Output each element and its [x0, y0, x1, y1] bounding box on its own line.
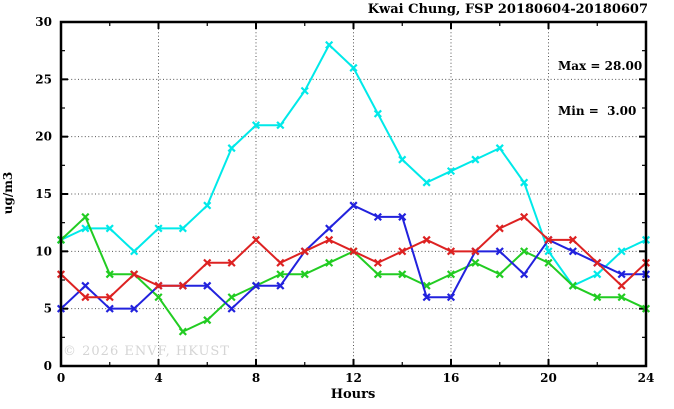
stats-annotation: Max = 28.00 Min = 3.00 — [558, 29, 642, 149]
x-tick-label: 24 — [638, 371, 655, 385]
x-axis-label: Hours — [330, 387, 376, 402]
y-tick-label: 15 — [35, 187, 52, 201]
x-tick-label: 4 — [154, 371, 162, 385]
y-axis-label: ug/m3 — [1, 171, 15, 215]
chart-title: Kwai Chung, FSP 20180604-20180607 — [367, 2, 648, 17]
watermark: © 2026 ENVF, HKUST — [63, 344, 230, 359]
y-tick-label: 5 — [44, 302, 52, 316]
min-value-label: Min = 3.00 — [558, 104, 637, 118]
tick-labels: 0 5 10 15 20 25 30 0 4 8 12 16 20 24 — [35, 15, 654, 385]
y-tick-label: 25 — [35, 72, 52, 86]
y-tick-label: 30 — [35, 15, 52, 29]
y-tick-label: 0 — [44, 359, 52, 373]
y-tick-label: 10 — [35, 244, 52, 258]
x-tick-label: 0 — [57, 371, 65, 385]
x-tick-label: 12 — [345, 371, 362, 385]
x-tick-label: 20 — [540, 371, 557, 385]
max-value-label: Max = 28.00 — [558, 59, 643, 73]
x-tick-label: 16 — [443, 371, 460, 385]
y-tick-label: 20 — [35, 130, 52, 144]
x-tick-label: 8 — [252, 371, 260, 385]
series-cyan — [56, 40, 651, 290]
plot-frame — [59, 20, 648, 368]
